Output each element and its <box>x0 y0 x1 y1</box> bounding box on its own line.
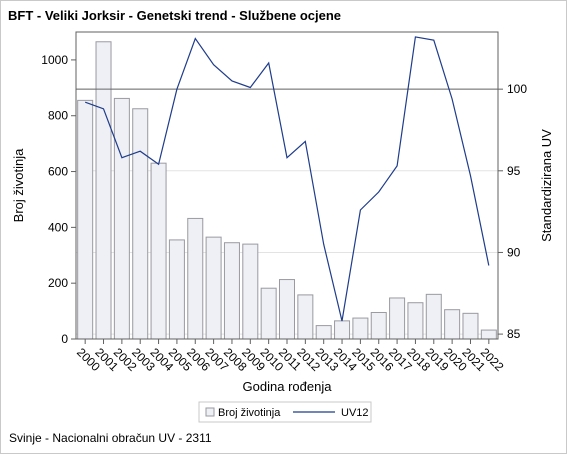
y-tick-label-800: 800 <box>48 109 68 123</box>
bar-2018 <box>407 302 424 340</box>
bar-2011 <box>279 279 295 340</box>
x-axis-label: Godina rođenja <box>243 379 333 394</box>
legend-box <box>198 401 372 423</box>
y2-tick-label-90: 90 <box>507 245 521 259</box>
chart-footnote: Svinje - Nacionalni obračun UV - 2311 <box>9 431 212 445</box>
legend-label-line: UV12 <box>341 407 369 419</box>
y-tick-label-200: 200 <box>48 276 68 290</box>
chart-title: BFT - Veliki Jorksir - Genetski trend - … <box>8 8 342 23</box>
bar-2007 <box>205 236 222 340</box>
bar-2014 <box>334 320 351 340</box>
legend-swatch-bar <box>205 407 215 417</box>
bar-2008 <box>223 242 240 340</box>
bar-2013 <box>315 325 332 340</box>
bar-2019 <box>425 293 442 340</box>
y2-tick-label-100: 100 <box>507 82 527 96</box>
bar-2004 <box>150 162 167 340</box>
bar-2002 <box>113 97 130 340</box>
bar-2020 <box>444 309 461 340</box>
y2-axis-label: Standardizirana UV <box>539 129 554 242</box>
uv12-line <box>84 36 490 322</box>
bar-2022 <box>480 329 497 340</box>
y2-tick-label-85: 85 <box>507 327 521 341</box>
bar-2012 <box>297 294 314 340</box>
bar-2016 <box>370 311 387 340</box>
bar-2005 <box>168 239 185 340</box>
bar-2001 <box>95 41 112 340</box>
bar-2017 <box>389 297 406 340</box>
legend-label-bar: Broj životinja <box>218 407 281 419</box>
y-tick-label-600: 600 <box>48 165 68 179</box>
bar-2009 <box>242 243 259 340</box>
bar-2010 <box>260 287 277 340</box>
y-tick-label-0: 0 <box>61 332 68 346</box>
bar-2006 <box>187 217 204 340</box>
y-tick-label-1000: 1000 <box>41 53 68 67</box>
y2-tick-label-95: 95 <box>507 164 521 178</box>
bar-2003 <box>132 108 149 340</box>
bar-2015 <box>352 317 369 340</box>
bar-2000 <box>77 99 94 340</box>
y-tick-label-400: 400 <box>48 220 68 234</box>
y-axis-label: Broj životinja <box>11 148 26 222</box>
bar-2021 <box>462 312 479 340</box>
